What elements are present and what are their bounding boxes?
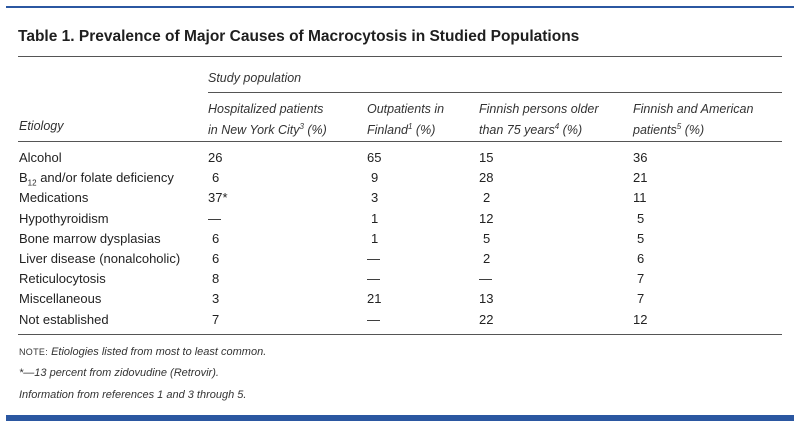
table-cell: 12 bbox=[479, 211, 494, 226]
table-cell: — bbox=[367, 312, 380, 327]
table-source: Information from references 1 and 3 thro… bbox=[19, 389, 247, 401]
table-cell: — bbox=[367, 251, 380, 266]
column-header-hospitalized: Hospitalized patients in New York City3 … bbox=[208, 102, 327, 138]
table-cell: 12 bbox=[633, 312, 648, 327]
table-cell: 21 bbox=[367, 291, 382, 306]
header-rule bbox=[18, 141, 782, 142]
table-cell: 65 bbox=[367, 150, 382, 165]
table-cell: 15 bbox=[479, 150, 494, 165]
table-cell: 5 bbox=[637, 231, 645, 246]
group-rule bbox=[208, 92, 782, 93]
table-cell: — bbox=[479, 271, 492, 286]
table-cell: 3 bbox=[212, 291, 220, 306]
table-cell: 7 bbox=[637, 271, 645, 286]
row-label: Hypothyroidism bbox=[19, 211, 109, 226]
column-header-finnish-older: Finnish persons older than 75 years4 (%) bbox=[479, 102, 599, 138]
row-label: Alcohol bbox=[19, 150, 62, 165]
table-cell: 5 bbox=[637, 211, 645, 226]
table-frame: Table 1. Prevalence of Major Causes of M… bbox=[6, 6, 794, 421]
table-cell: 1 bbox=[371, 211, 379, 226]
row-label: Miscellaneous bbox=[19, 291, 102, 306]
column-header-outpatients: Outpatients in Finland1 (%) bbox=[367, 102, 445, 138]
table-cell: 6 bbox=[212, 251, 220, 266]
column-header-finnish-american: Finnish and American patients5 (%) bbox=[633, 102, 754, 138]
table-cell: 36 bbox=[633, 150, 648, 165]
row-label: B12 and/or folate deficiency bbox=[19, 170, 174, 188]
table-cell: 2 bbox=[483, 251, 491, 266]
table-cell: 28 bbox=[479, 170, 494, 185]
table-footnote: *—13 percent from zidovudine (Retrovir). bbox=[19, 367, 219, 379]
table-cell: 11 bbox=[633, 190, 647, 205]
table-cell: 6 bbox=[212, 231, 220, 246]
row-label: Liver disease (nonalcoholic) bbox=[19, 251, 181, 266]
row-label: Medications bbox=[19, 190, 89, 205]
table-cell: 1 bbox=[371, 231, 379, 246]
table-cell: 37* bbox=[208, 190, 228, 205]
table-cell: 9 bbox=[371, 170, 379, 185]
table-cell: — bbox=[208, 211, 221, 226]
row-label: Bone marrow dysplasias bbox=[19, 231, 161, 246]
table-cell: 6 bbox=[212, 170, 220, 185]
bottom-rule bbox=[18, 334, 782, 335]
table-cell: 5 bbox=[483, 231, 491, 246]
column-header-etiology: Etiology bbox=[19, 119, 64, 133]
table-title: Table 1. Prevalence of Major Causes of M… bbox=[18, 28, 580, 45]
table-cell: 13 bbox=[479, 291, 494, 306]
row-label: Not established bbox=[19, 312, 109, 327]
table-cell: 26 bbox=[208, 150, 223, 165]
table-note: NOTE: Etiologies listed from most to lea… bbox=[19, 346, 267, 358]
table-cell: 7 bbox=[637, 291, 645, 306]
table-cell: 3 bbox=[371, 190, 379, 205]
table-container: Table 1. Prevalence of Major Causes of M… bbox=[6, 8, 794, 421]
table-cell: 21 bbox=[633, 170, 648, 185]
table-cell: 22 bbox=[479, 312, 494, 327]
table-cell: 7 bbox=[212, 312, 220, 327]
table-cell: 8 bbox=[212, 271, 220, 286]
table-cell: 6 bbox=[637, 251, 645, 266]
table-cell: 2 bbox=[483, 190, 491, 205]
table-cell: — bbox=[367, 271, 380, 286]
group-header: Study population bbox=[208, 71, 302, 85]
row-label: Reticulocytosis bbox=[19, 271, 106, 286]
top-rule bbox=[18, 56, 782, 57]
